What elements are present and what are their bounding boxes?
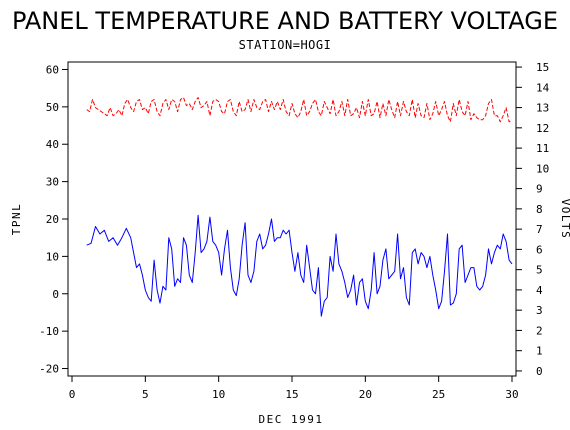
- chart-subtitle: STATION=HOGI: [239, 38, 332, 52]
- y-axis-right-label: VOLTS: [559, 199, 570, 240]
- y-left-tick-label: 0: [52, 288, 59, 301]
- x-tick-label: 10: [212, 388, 225, 401]
- y-right-tick-label: 9: [536, 183, 543, 196]
- y-right-tick-label: 0: [536, 365, 543, 378]
- x-tick-label: 20: [359, 388, 372, 401]
- y-right-tick-label: 14: [536, 81, 550, 94]
- y-right-tick-label: 2: [536, 324, 543, 337]
- x-tick-label: 25: [432, 388, 445, 401]
- y-right-tick-label: 11: [536, 142, 549, 155]
- y-left-tick-label: -10: [39, 325, 59, 338]
- y-right-tick-label: 5: [536, 264, 543, 277]
- y-left-tick-label: -20: [39, 363, 59, 376]
- y-right-tick-label: 10: [536, 162, 549, 175]
- y-left-tick-label: 40: [46, 138, 59, 151]
- x-tick-label: 15: [285, 388, 298, 401]
- y-right-tick-label: 12: [536, 122, 549, 135]
- y-axis-left-label: TPNL: [10, 203, 23, 236]
- plot-frame: [67, 61, 517, 377]
- x-tick-label: 5: [142, 388, 149, 401]
- y-right-tick-label: 8: [536, 203, 543, 216]
- series-line-volts: [86, 97, 513, 123]
- y-left-tick-label: 10: [46, 250, 59, 263]
- x-tick-label: 30: [505, 388, 518, 401]
- y-right-tick-label: 15: [536, 61, 549, 74]
- y-left-tick-label: 50: [46, 101, 59, 114]
- y-right-tick-label: 13: [536, 102, 549, 115]
- y-right-tick-label: 7: [536, 223, 543, 236]
- y-left-tick-label: 30: [46, 176, 59, 189]
- x-tick-label: 0: [69, 388, 76, 401]
- y-left-tick-label: 60: [46, 63, 59, 76]
- x-axis-label: DEC 1991: [259, 413, 324, 426]
- y-right-tick-label: 3: [536, 304, 543, 317]
- y-right-tick-label: 4: [536, 284, 543, 297]
- y-right-tick-label: 1: [536, 345, 543, 358]
- y-right-tick-label: 6: [536, 243, 543, 256]
- series-line-tpnl: [86, 214, 513, 317]
- y-left-tick-label: 20: [46, 213, 59, 226]
- chart-title: PANEL TEMPERATURE AND BATTERY VOLTAGE: [12, 7, 558, 35]
